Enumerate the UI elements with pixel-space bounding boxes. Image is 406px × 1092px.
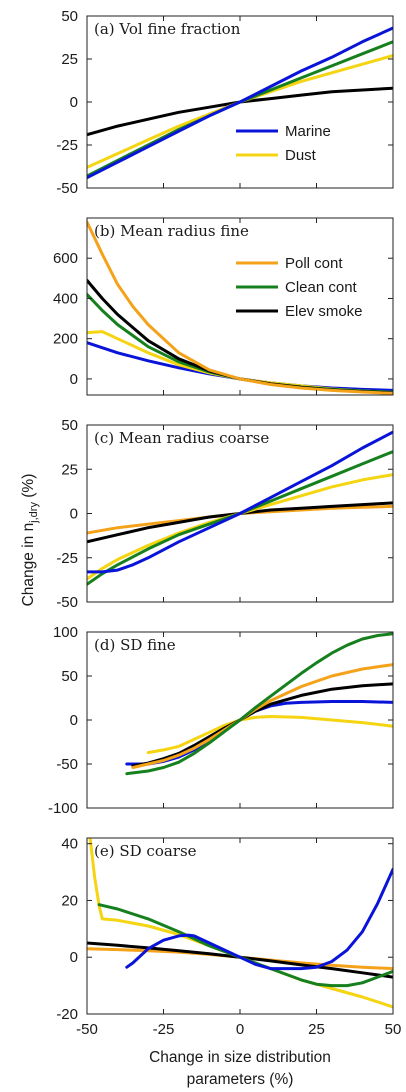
x-axis-title-line2: parameters (%) <box>187 1071 294 1088</box>
legend-label-marine: Marine <box>285 123 331 140</box>
y-tick-label: 25 <box>61 461 78 478</box>
series-clean-cont <box>125 632 393 776</box>
panel-3-lines <box>87 430 393 586</box>
x-tick-label: 50 <box>385 1021 402 1038</box>
y-tick-label: 100 <box>53 624 78 641</box>
series-dust <box>146 715 393 755</box>
x-tick-label: -50 <box>76 1021 98 1038</box>
panel-4-lines <box>125 632 393 776</box>
panel-2: 0 200 400 600 (b) Mean radius fine Poll cont C… <box>53 217 394 396</box>
y-axis-title-suffix: (%) <box>20 474 37 502</box>
series-marine <box>87 341 393 392</box>
panel-4-title: (d) SD fine <box>94 636 176 654</box>
panel-1: -50 -25 0 25 50 (a) Vol fine fraction Marine Du… <box>56 8 394 197</box>
series-clean-cont <box>87 450 393 586</box>
panel-3: -50 -25 0 25 50 (c) Mean radius coarse <box>56 417 394 611</box>
y-tick-label: -20 <box>56 1006 78 1023</box>
y-tick-label: 600 <box>53 250 78 267</box>
legend-label-poll-cont: Poll cont <box>285 255 343 272</box>
y-tick-label: 0 <box>70 94 78 111</box>
panel-1-lines <box>87 26 393 180</box>
series-marine <box>87 430 393 574</box>
panel-5-title: (e) SD coarse <box>94 842 197 860</box>
y-axis-title-subscript: j,dry <box>28 502 40 524</box>
series-dust <box>88 838 393 1009</box>
y-tick-label: 0 <box>70 506 78 523</box>
y-tick-label: 0 <box>70 949 78 966</box>
y-tick-label: -100 <box>48 800 78 817</box>
y-tick-label: -50 <box>56 594 78 611</box>
y-tick-label: 50 <box>61 8 78 25</box>
panel-5-lines <box>87 838 393 1009</box>
panel-2-title: (b) Mean radius fine <box>94 222 249 240</box>
legend: Poll cont Clean cont Elev smoke <box>236 255 363 320</box>
legend-label-elev-smoke: Elev smoke <box>285 303 363 320</box>
series-marine <box>125 867 393 971</box>
y-tick-label: 40 <box>61 836 78 853</box>
legend: Marine Dust <box>236 123 331 164</box>
y-tick-label: 200 <box>53 331 78 348</box>
series-marine <box>87 26 393 180</box>
series-clean-cont <box>97 903 393 988</box>
series-dust <box>87 330 393 395</box>
y-tick-label: 50 <box>61 417 78 434</box>
x-tick-label: 0 <box>236 1021 244 1038</box>
panels: -50 -25 0 25 50 (a) Vol fine fraction Marine Du… <box>48 8 401 1038</box>
panel-5-axes-box <box>86 837 394 1015</box>
series-dust <box>87 54 393 169</box>
x-tick-label: -25 <box>153 1021 175 1038</box>
series-poll-cont <box>87 504 393 535</box>
y-tick-label: 25 <box>61 51 78 68</box>
series-elev-smoke <box>87 86 393 137</box>
x-tick-label: 25 <box>308 1021 325 1038</box>
legend-label-clean-cont: Clean cont <box>285 279 358 296</box>
y-tick-label: 20 <box>61 892 78 909</box>
panel-1-title: (a) Vol fine fraction <box>94 20 241 38</box>
panel-4: -100 -50 0 50 100 (d) SD fine <box>48 624 394 817</box>
series-elev-smoke <box>131 682 393 768</box>
y-tick-label: -50 <box>56 180 78 197</box>
y-tick-label: 0 <box>70 712 78 729</box>
y-tick-label: 0 <box>70 371 78 388</box>
y-axis-title: Change in nj,dry (%) <box>20 474 40 607</box>
y-tick-label: 50 <box>61 668 78 685</box>
y-tick-label: 400 <box>53 290 78 307</box>
panel-3-title: (c) Mean radius coarse <box>94 429 269 447</box>
y-axis-title-main: Change in n <box>20 523 37 607</box>
y-tick-label: -25 <box>56 137 78 154</box>
panel-5: -20 0 20 40 -50 -25 0 25 50 (e) SD coarse <box>56 836 401 1038</box>
x-axis-title-line1: Change in size distribution <box>149 1049 331 1066</box>
legend-label-dust: Dust <box>285 147 317 164</box>
series-poll-cont <box>87 220 393 395</box>
panel-2-lines <box>87 220 393 395</box>
series-marine <box>125 700 393 766</box>
y-tick-label: -50 <box>56 756 78 773</box>
y-tick-label: -25 <box>56 550 78 567</box>
